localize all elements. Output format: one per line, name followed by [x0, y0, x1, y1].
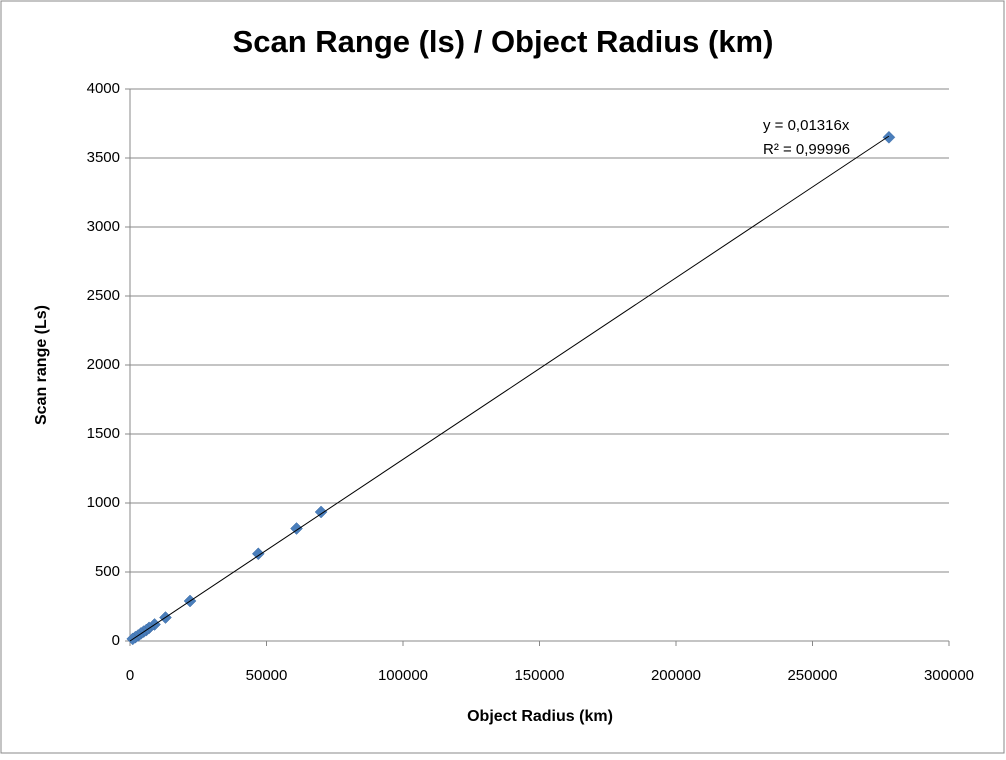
y-tick-label: 1000: [87, 494, 120, 511]
y-tick-label: 1500: [87, 425, 120, 442]
y-tick-label: 500: [95, 563, 120, 580]
data-point: [290, 522, 303, 535]
x-tick-label: 50000: [246, 667, 288, 684]
data-point: [314, 505, 328, 519]
x-axis-label: Object Radius (km): [467, 708, 613, 725]
trendline: [129, 135, 890, 642]
x-tick-label: 250000: [787, 667, 837, 684]
y-tick-label: 3500: [87, 149, 120, 166]
trendline-r2: R² = 0,99996: [763, 141, 850, 158]
data-point: [251, 547, 265, 561]
y-tick-label: 3000: [87, 218, 120, 235]
y-axis-label: Scan range (Ls): [33, 305, 50, 425]
x-tick-label: 0: [126, 667, 134, 684]
y-tick-label: 2500: [87, 287, 120, 304]
x-tick-label: 200000: [651, 667, 701, 684]
data-point: [882, 130, 896, 144]
x-tick-label: 300000: [924, 667, 974, 684]
chart-title: Scan Range (ls) / Object Radius (km): [233, 24, 774, 59]
x-tick-label: 100000: [378, 667, 428, 684]
y-tick-label: 0: [112, 632, 120, 649]
x-tick-label: 150000: [514, 667, 564, 684]
y-tick-label: 4000: [87, 80, 120, 97]
trendline-equation: y = 0,01316x: [763, 117, 850, 134]
y-tick-label: 2000: [87, 356, 120, 373]
